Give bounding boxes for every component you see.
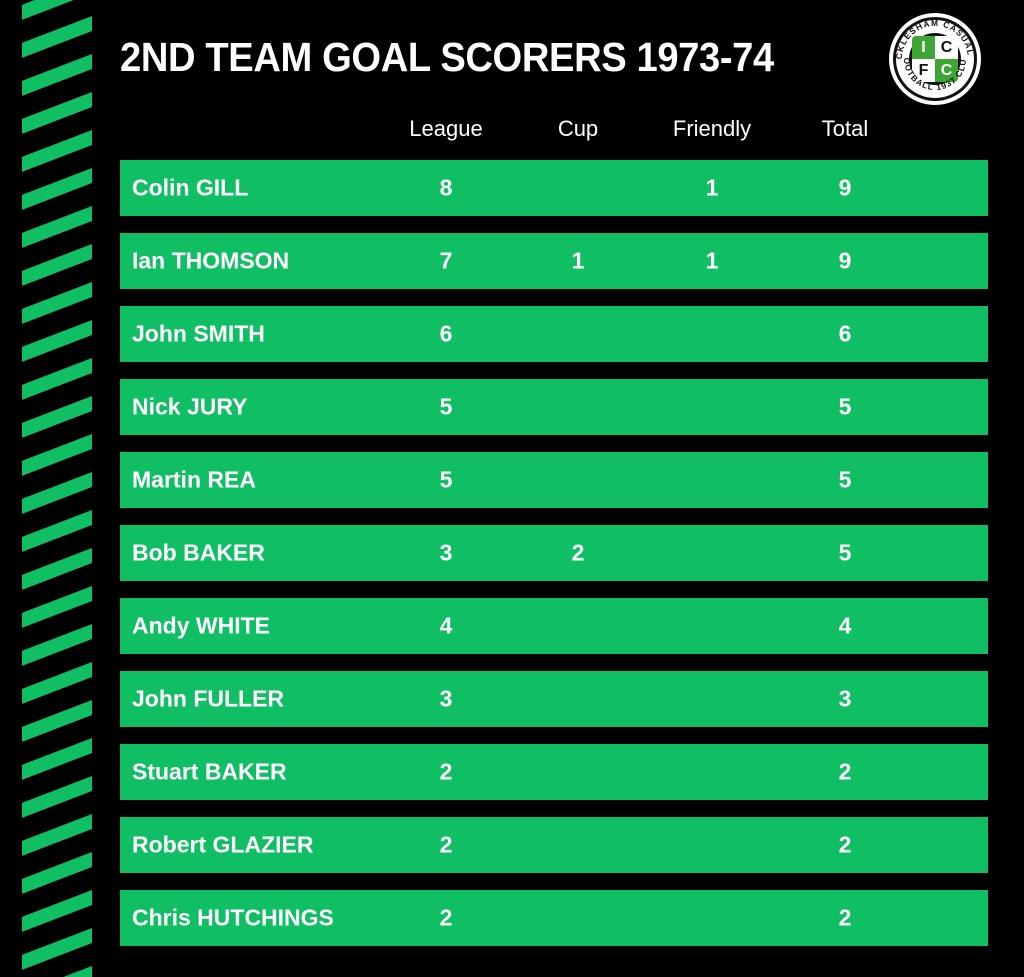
cell-cup: 1 <box>571 247 585 274</box>
cell-league: 2 <box>439 758 453 785</box>
cell-league: 2 <box>439 904 453 931</box>
player-name: Colin GILL <box>132 174 249 201</box>
cell-league: 5 <box>439 466 453 493</box>
column-header-cup: Cup <box>557 116 599 141</box>
player-name: Chris HUTCHINGS <box>132 904 334 931</box>
table-row[interactable]: John FULLER 3 3 <box>120 671 988 727</box>
cell-league: 8 <box>439 174 453 201</box>
table-row[interactable]: Chris HUTCHINGS 2 2 <box>120 890 988 946</box>
cell-total: 3 <box>838 685 852 712</box>
page-title: 2ND TEAM GOAL SCORERS 1973-74 <box>120 34 774 80</box>
club-crest-logo: I C F C ICKLESHAM CASUALS FOOTBALL 1937 … <box>889 13 981 105</box>
cell-cup: 2 <box>571 539 585 566</box>
table-row[interactable]: Martin REA 5 5 <box>120 452 988 508</box>
table-rows: Colin GILL 8 1 9 Ian THOMSON 7 1 1 9 John SMITH 6 6… <box>120 160 988 946</box>
cell-league: 3 <box>439 685 453 712</box>
table-row[interactable]: Bob BAKER 3 2 5 <box>120 525 988 581</box>
crest-shield: I C F C <box>912 36 958 82</box>
column-header-friendly: Friendly <box>672 116 752 141</box>
player-name: Andy WHITE <box>132 612 270 639</box>
crest-quadrant-1: I <box>912 36 935 59</box>
goal-scorers-table: League Cup Friendly Total Colin GILL 8 1 9 Ian … <box>120 118 988 963</box>
table-row[interactable]: Ian THOMSON 7 1 1 9 <box>120 233 988 289</box>
cell-friendly: 1 <box>705 174 719 201</box>
cell-total: 5 <box>838 393 852 420</box>
crest-top-textpath: ICKLESHAM CASUALS <box>889 13 975 60</box>
crest-quadrant-3: F <box>912 59 935 82</box>
cell-league: 3 <box>439 539 453 566</box>
player-name: Ian THOMSON <box>132 247 290 274</box>
table-row[interactable]: Andy WHITE 4 4 <box>120 598 988 654</box>
column-header-total: Total <box>821 116 869 141</box>
cell-total: 4 <box>838 612 852 639</box>
player-name: Stuart BAKER <box>132 758 287 785</box>
cell-total: 2 <box>838 758 852 785</box>
player-name: Robert GLAZIER <box>132 831 314 858</box>
crest-text-ring: ICKLESHAM CASUALS FOOTBALL 1937 CLUB <box>889 13 976 92</box>
cell-league: 4 <box>439 612 453 639</box>
cell-league: 2 <box>439 831 453 858</box>
cell-league: 6 <box>439 320 453 347</box>
cell-total: 9 <box>838 247 852 274</box>
cell-league: 5 <box>439 393 453 420</box>
table-row[interactable]: Robert GLAZIER 2 2 <box>120 817 988 873</box>
cell-total: 6 <box>838 320 852 347</box>
cell-total: 2 <box>838 904 852 931</box>
crest-top-text: ICKLESHAM CASUALS <box>889 13 976 60</box>
player-name: John SMITH <box>132 320 265 347</box>
table-column-headers: League Cup Friendly Total <box>120 118 988 160</box>
table-row[interactable]: John SMITH 6 6 <box>120 306 988 362</box>
player-name: Nick JURY <box>132 393 248 420</box>
cell-total: 5 <box>838 466 852 493</box>
cell-friendly: 1 <box>705 247 719 274</box>
crest-quadrant-4: C <box>935 59 958 82</box>
crest-quadrant-2: C <box>935 36 958 59</box>
cell-league: 7 <box>439 247 453 274</box>
cell-total: 9 <box>838 174 852 201</box>
cell-total: 5 <box>838 539 852 566</box>
cell-total: 2 <box>838 831 852 858</box>
player-name: John FULLER <box>132 685 285 712</box>
table-row[interactable]: Stuart BAKER 2 2 <box>120 744 988 800</box>
table-row[interactable]: Nick JURY 5 5 <box>120 379 988 435</box>
diagonal-stripe-decoration <box>22 0 92 977</box>
player-name: Martin REA <box>132 466 256 493</box>
column-header-league: League <box>409 116 483 141</box>
player-name: Bob BAKER <box>132 539 265 566</box>
table-row[interactable]: Colin GILL 8 1 9 <box>120 160 988 216</box>
